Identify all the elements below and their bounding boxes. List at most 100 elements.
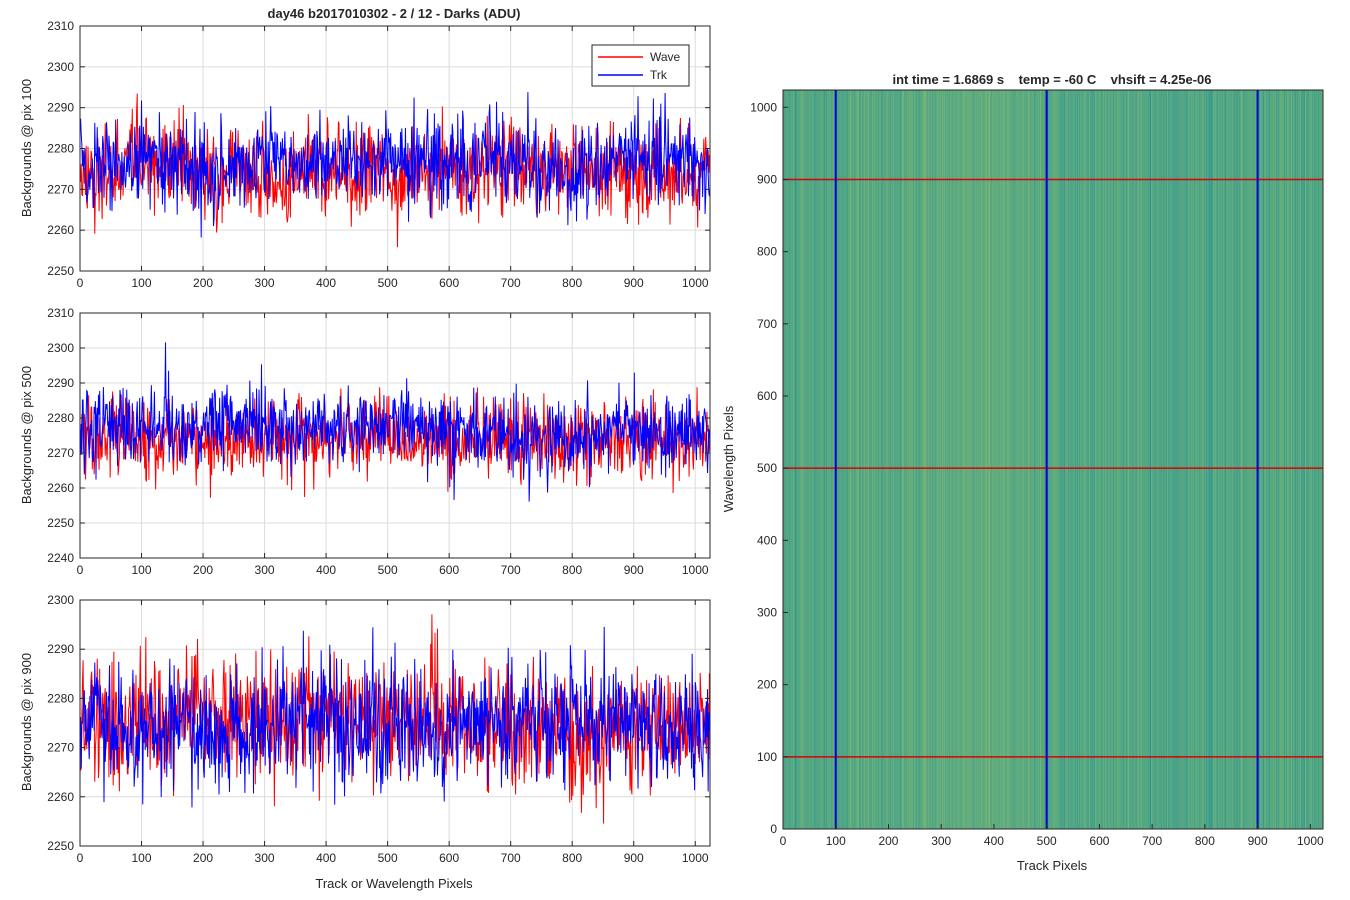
ytick-label: 700 — [757, 317, 777, 331]
heatmap-column — [1126, 90, 1127, 829]
xtick-label: 100 — [132, 563, 152, 577]
heatmap-column — [1064, 90, 1065, 829]
heatmap-column — [984, 90, 985, 829]
heatmap-column — [1181, 90, 1182, 829]
ytick-label: 2260 — [47, 223, 74, 237]
heatmap-column — [1149, 90, 1150, 829]
heatmap-column — [1185, 90, 1186, 829]
heatmap-column — [854, 90, 855, 829]
figure-title: day46 b2017010302 - 2 / 12 - Darks (ADU) — [268, 6, 521, 21]
heatmap-column — [1268, 90, 1269, 829]
heatmap-column — [871, 90, 872, 829]
heatmap-column — [1145, 90, 1146, 829]
heatmap-column — [1209, 90, 1210, 829]
heatmap-column — [958, 90, 959, 829]
heatmap-column — [1182, 90, 1183, 829]
heatmap-column — [900, 90, 901, 829]
heatmap-column — [1127, 90, 1128, 829]
xtick-label: 500 — [378, 563, 398, 577]
legend: Wave Trk — [591, 44, 690, 87]
heatmap-column — [1207, 90, 1208, 829]
heatmap-column — [1053, 90, 1054, 829]
heatmap-column — [1169, 90, 1170, 829]
heatmap-column — [839, 90, 840, 829]
heatmap-column — [1167, 90, 1168, 829]
xtick-label: 0 — [780, 834, 787, 848]
heatmap-column — [905, 90, 906, 829]
heatmap-column — [1123, 90, 1124, 829]
heatmap-column — [1087, 90, 1088, 829]
heatmap-column — [1301, 90, 1302, 829]
heatmap-column — [932, 90, 933, 829]
heatmap-column — [1179, 90, 1180, 829]
heatmap-column — [852, 90, 853, 829]
heatmap-column — [1279, 90, 1280, 829]
heatmap-column — [1218, 90, 1219, 829]
legend-label-wave: Wave — [650, 50, 681, 64]
heatmap-column — [1288, 90, 1289, 829]
heatmap-column — [1267, 90, 1268, 829]
heatmap-column — [963, 90, 964, 829]
heatmap-column — [1006, 90, 1007, 829]
heatmap-column — [1238, 90, 1239, 829]
heatmap-column — [1200, 90, 1201, 829]
heatmap-column — [1010, 90, 1011, 829]
heatmap-column — [1320, 90, 1321, 829]
heatmap-column — [883, 90, 884, 829]
xtick-label: 900 — [1248, 834, 1268, 848]
heatmap-column — [1151, 90, 1152, 829]
heatmap-column — [1117, 90, 1118, 829]
heatmap-column — [1022, 90, 1023, 829]
xtick-label: 400 — [316, 276, 336, 290]
heatmap-column — [1313, 90, 1314, 829]
heatmap-column — [946, 90, 947, 829]
heatmap-column — [975, 90, 976, 829]
heatmap-column — [1216, 90, 1217, 829]
heatmap-column — [903, 90, 904, 829]
heatmap-column — [1314, 90, 1315, 829]
heatmap-column — [940, 90, 941, 829]
heatmap-column — [907, 90, 908, 829]
ytick-label: 2270 — [47, 741, 74, 755]
heatmap-column — [1011, 90, 1012, 829]
heatmap-column — [1192, 90, 1193, 829]
heatmap-column — [1034, 90, 1035, 829]
ytick-label: 2250 — [47, 839, 74, 853]
heatmap-column — [1242, 90, 1243, 829]
heatmap-column — [1278, 90, 1279, 829]
heatmap-column — [1251, 90, 1252, 829]
heatmap-column — [1230, 90, 1231, 829]
heatmap-column — [886, 90, 887, 829]
heatmap-column — [1005, 90, 1006, 829]
heatmap-column — [894, 90, 895, 829]
heatmap-column — [1080, 90, 1081, 829]
heatmap-column — [1007, 90, 1008, 829]
heatmap-column — [978, 90, 979, 829]
heatmap-column — [914, 90, 915, 829]
heatmap-column — [813, 90, 814, 829]
heatmap-column — [888, 90, 889, 829]
heatmap-column — [982, 90, 983, 829]
heatmap-column — [1236, 90, 1237, 829]
heatmap-column — [904, 90, 905, 829]
heatmap-column — [913, 90, 914, 829]
series-line-trk — [80, 342, 711, 502]
heatmap-column — [919, 90, 920, 829]
heatmap-column — [875, 90, 876, 829]
heatmap-column — [830, 90, 831, 829]
xtick-label: 700 — [501, 563, 521, 577]
heatmap-column — [1012, 90, 1013, 829]
heatmap-column — [1295, 90, 1296, 829]
heatmap-column — [1300, 90, 1301, 829]
heatmap-column — [974, 90, 975, 829]
heatmap-column — [786, 90, 787, 829]
heatmap-column — [1071, 90, 1072, 829]
heatmap-column — [1013, 90, 1014, 829]
heatmap-column — [1290, 90, 1291, 829]
heatmap-column — [867, 90, 868, 829]
heatmap-column — [960, 90, 961, 829]
xtick-label: 200 — [193, 851, 213, 865]
heatmap-column — [1062, 90, 1063, 829]
heatmap-column — [842, 90, 843, 829]
heatmap-column — [976, 90, 977, 829]
